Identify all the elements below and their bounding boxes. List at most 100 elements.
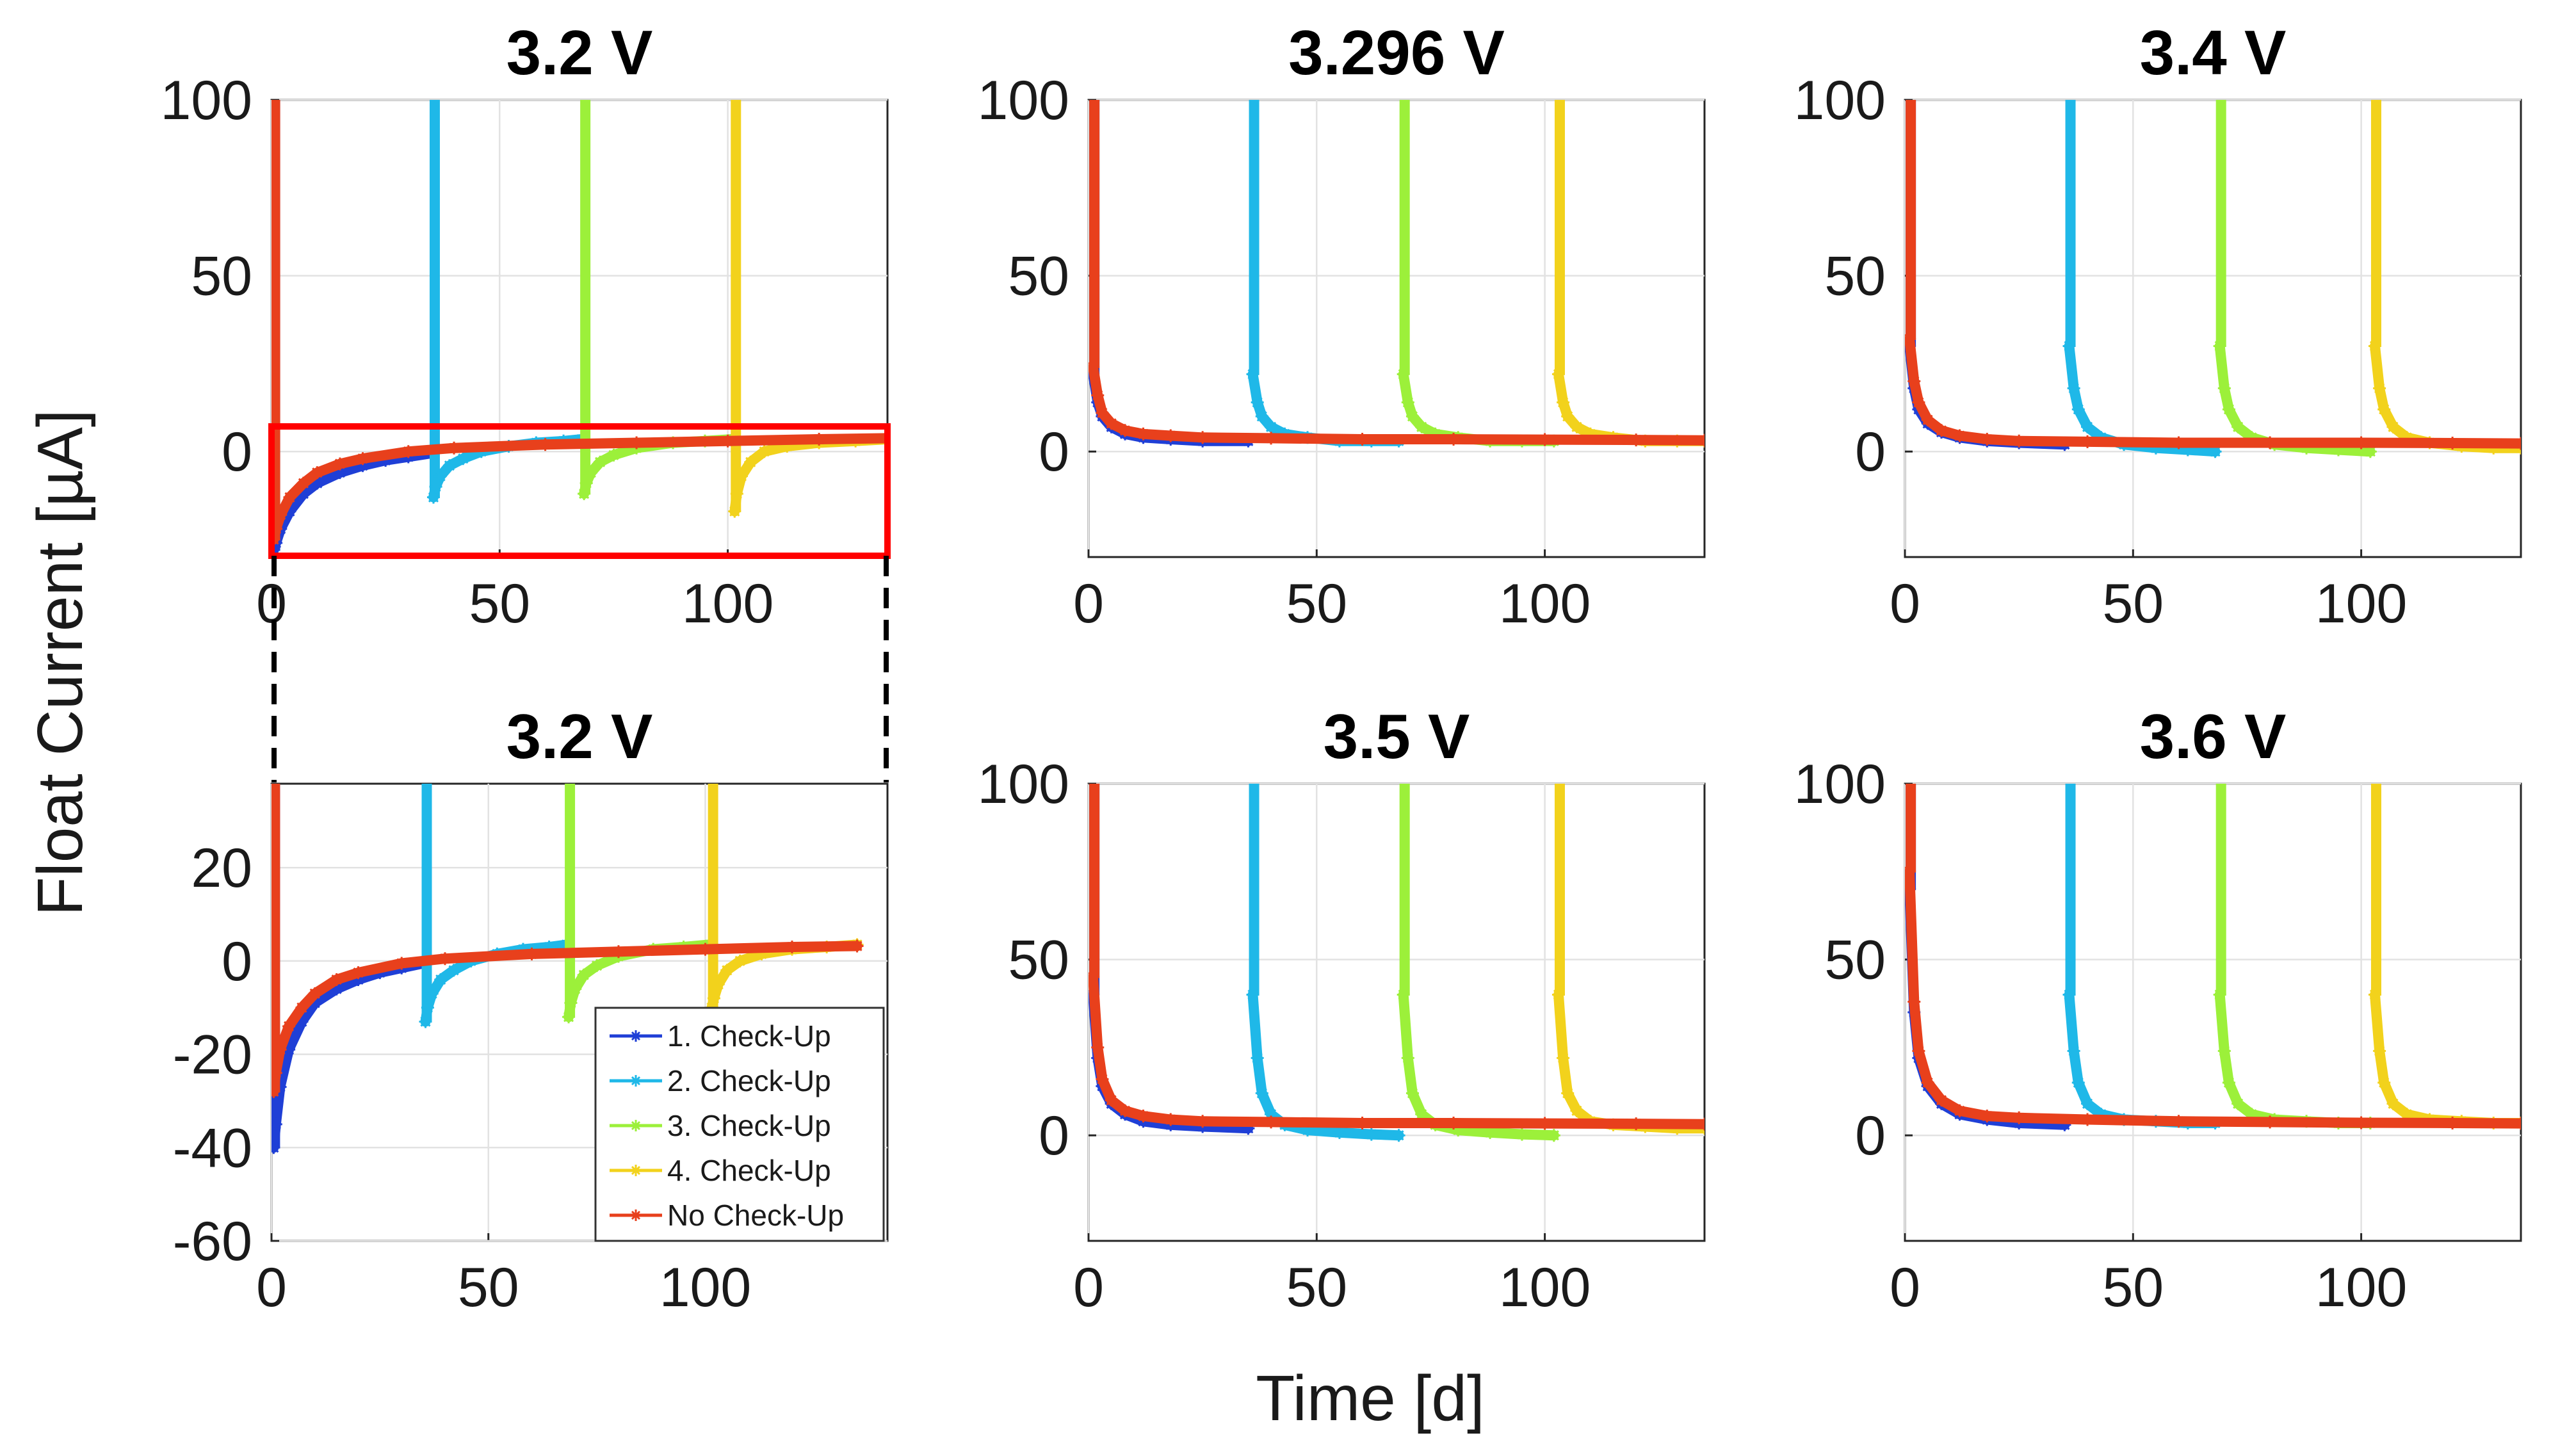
data-point-4-check-up — [757, 445, 771, 458]
y-tick-label: 0 — [1039, 421, 1069, 483]
data-point-1-check-up — [379, 453, 393, 467]
data-point-3-check-up — [1397, 988, 1410, 1001]
data-point-3-check-up — [1547, 1129, 1560, 1142]
data-point-no-check-up — [1089, 971, 1100, 984]
data-point-1-check-up — [282, 1043, 296, 1056]
data-point-3-check-up — [1401, 1051, 1414, 1065]
data-point-4-check-up — [2377, 403, 2391, 416]
data-point-3-check-up — [577, 968, 590, 982]
data-point-no-check-up — [448, 441, 461, 455]
y-axis-label: Float Current [µA] — [24, 409, 96, 916]
data-point-2-check-up — [1265, 420, 1278, 433]
data-point-no-check-up — [1953, 1104, 1966, 1117]
data-point-no-check-up — [2264, 436, 2277, 449]
data-point-no-check-up — [1538, 433, 1551, 446]
data-point-no-check-up — [699, 942, 712, 956]
data-point-2-check-up — [2067, 382, 2080, 395]
data-point-no-check-up — [333, 457, 346, 471]
y-tick-label: 50 — [1008, 246, 1069, 307]
data-point-3-check-up — [2231, 1097, 2245, 1110]
x-tick-label: 50 — [1286, 573, 1347, 635]
x-tick-label: 0 — [1073, 1257, 1104, 1318]
data-point-3-check-up — [2217, 1044, 2231, 1058]
data-point-no-check-up — [539, 438, 552, 451]
data-point-4-check-up — [2373, 382, 2386, 395]
data-point-3-check-up — [1484, 1126, 1497, 1139]
data-point-2-check-up — [434, 973, 448, 986]
y-tick-label: 20 — [191, 837, 252, 899]
data-point-3-check-up — [2213, 339, 2226, 353]
data-point-1-check-up — [295, 1015, 309, 1028]
panel-title: 3.2 V — [506, 701, 653, 772]
legend: 1. Check-Up 2. Check-Up 3. Check-Up 4. Chec… — [594, 1007, 885, 1242]
data-point-4-check-up — [711, 978, 725, 991]
x-tick-label: 0 — [1890, 573, 1920, 635]
series-group — [1089, 100, 1705, 448]
data-point-no-check-up — [1105, 417, 1118, 430]
data-point-2-check-up — [1255, 410, 1268, 423]
data-point-2-check-up — [2062, 988, 2076, 1001]
data-point-no-check-up — [438, 952, 451, 966]
data-point-no-check-up — [271, 1066, 282, 1080]
data-point-4-check-up — [730, 487, 743, 501]
data-point-no-check-up — [1921, 413, 1934, 426]
data-point-no-check-up — [721, 434, 734, 448]
data-point-3-check-up — [2231, 420, 2245, 433]
data-point-1-check-up — [352, 973, 365, 986]
data-point-2-check-up — [2067, 1044, 2080, 1058]
data-point-no-check-up — [2354, 1116, 2368, 1129]
data-point-3-check-up — [1397, 368, 1410, 381]
legend-label: 2. Check-Up — [667, 1064, 831, 1097]
data-point-3-check-up — [1405, 1087, 1419, 1100]
data-point-4-check-up — [2368, 988, 2381, 1001]
data-point-4-check-up — [781, 439, 794, 453]
data-point-1-check-up — [2058, 1118, 2071, 1131]
data-point-4-check-up — [720, 964, 734, 977]
data-point-1-check-up — [271, 1117, 282, 1131]
data-point-3-check-up — [1415, 1108, 1429, 1121]
data-point-3-check-up — [2245, 431, 2258, 444]
data-point-2-check-up — [2208, 445, 2222, 458]
data-point-4-check-up — [2377, 1076, 2391, 1089]
data-point-3-check-up — [2363, 445, 2377, 458]
data-point-no-check-up — [1630, 433, 1643, 447]
data-point-4-check-up — [728, 505, 741, 518]
data-point-4-check-up — [1557, 1051, 1570, 1065]
data-point-no-check-up — [308, 987, 321, 1000]
data-point-no-check-up — [1907, 375, 1921, 388]
data-point-3-check-up — [584, 466, 597, 480]
data-point-3-check-up — [1452, 1123, 1465, 1136]
data-point-1-check-up — [283, 505, 296, 518]
zoom-indicator — [268, 423, 891, 782]
y-tick-label: 0 — [1855, 1105, 1886, 1167]
data-point-no-check-up — [1447, 1117, 1461, 1130]
x-tick-label: 50 — [1286, 1257, 1347, 1318]
legend-marker — [630, 1120, 642, 1131]
data-point-no-check-up — [271, 1085, 280, 1098]
y-tick-label: -60 — [173, 1211, 252, 1272]
panel-p6: 3.6 V 0 50 100 100 50 0 — [1794, 701, 2522, 1318]
data-point-no-check-up — [271, 522, 283, 536]
y-tick-label: 0 — [222, 421, 252, 483]
series-group — [1905, 784, 2521, 1131]
y-tick-label: 0 — [1855, 421, 1886, 483]
data-point-2-check-up — [426, 490, 440, 504]
data-point-1-check-up — [1242, 1122, 1255, 1135]
data-point-2-check-up — [2062, 339, 2076, 353]
data-point-no-check-up — [356, 452, 369, 465]
data-point-no-check-up — [352, 966, 365, 980]
data-point-3-check-up — [1429, 427, 1442, 441]
data-point-2-check-up — [542, 941, 556, 953]
data-point-no-check-up — [1905, 332, 1916, 346]
panel-title: 3.2 V — [506, 17, 653, 88]
data-point-no-check-up — [2012, 434, 2026, 448]
data-point-no-check-up — [296, 476, 310, 490]
data-point-1-check-up — [311, 476, 324, 490]
y-tick-label: 0 — [1039, 1105, 1069, 1167]
data-point-1-check-up — [333, 466, 346, 480]
data-point-no-check-up — [401, 445, 415, 458]
data-point-2-check-up — [1301, 1123, 1315, 1136]
data-point-2-check-up — [2081, 420, 2094, 433]
